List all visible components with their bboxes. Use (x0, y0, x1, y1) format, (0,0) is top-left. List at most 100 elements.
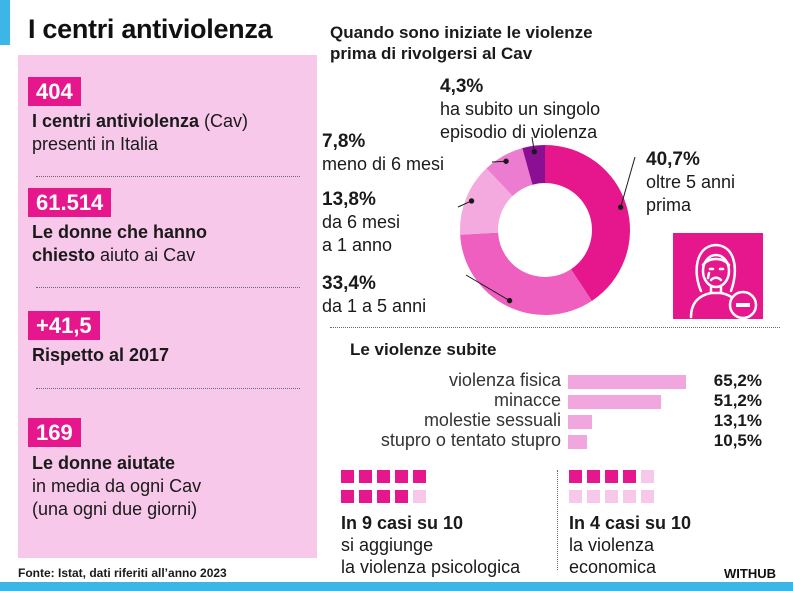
donut-pct-1to5: 33,4% (322, 273, 376, 294)
leader-dot-4 (531, 149, 538, 155)
case-square (587, 490, 600, 503)
case-square (359, 470, 372, 483)
donut-chart (457, 136, 636, 315)
case-square (623, 470, 636, 483)
stat-4-value: 169 (28, 418, 81, 447)
case-square (605, 490, 618, 503)
stat-4-text: Le donne aiutate in media da ogni Cav (u… (32, 452, 201, 521)
donut-chart-title: Quando sono iniziate le violenze prima d… (330, 22, 593, 64)
leader-line-0 (620, 156, 636, 208)
donut-label-under6-text: meno di 6 mesi (322, 154, 445, 174)
case-square (341, 470, 354, 483)
bar-chart-title: Le violenze subite (350, 340, 497, 359)
page-title: I centri antiviolenza (28, 14, 273, 44)
donut-label-over5-line1: oltre 5 anni (646, 172, 736, 192)
accent-bar-bottom (0, 582, 793, 591)
stat-2-value: 61.514 (28, 188, 112, 217)
stat-3: +41,5 (28, 311, 100, 340)
case-square (641, 470, 654, 483)
bar-value: 13,1% (713, 411, 762, 430)
donut-label-over5-line2: prima (646, 195, 692, 215)
case-psychological: In 9 casi su 10 si aggiunge la violenza … (341, 512, 520, 578)
bar (568, 375, 686, 389)
case-square (605, 470, 618, 483)
stat-1-text: I centri antiviolenza (Cav) presenti in … (32, 110, 248, 156)
bar-label: minacce (493, 390, 561, 410)
case-square (569, 470, 582, 483)
donut-label-6to12-line1: da 6 mesi (322, 212, 401, 232)
donut-slice-0 (545, 145, 630, 301)
leader-dot-1 (506, 297, 513, 304)
donut-label-6to12: 13,8% da 6 mesi a 1 anno (322, 188, 400, 257)
case-grid-economic (569, 470, 659, 506)
vertical-divider (557, 470, 558, 570)
donut-label-single-line1: ha subito un singolo (440, 99, 601, 119)
stat-2: 61.514 (28, 188, 112, 217)
bar-label: stupro o tentato stupro (380, 430, 561, 450)
case-psychological-title: In 9 casi su 10 (341, 513, 464, 533)
donut-label-single-line2: episodio di violenza (440, 122, 598, 142)
case-square (377, 470, 390, 483)
woman-icon (673, 233, 763, 319)
section-divider (330, 327, 780, 328)
case-economic-title: In 4 casi su 10 (569, 513, 692, 533)
stat-2-bold1: Le donne che hanno (32, 222, 208, 242)
brand-logo: WITHUB (724, 566, 776, 581)
bar-label: violenza fisica (448, 370, 561, 390)
accent-bar-top (0, 0, 10, 45)
stat-1-text1: (Cav) (199, 111, 249, 131)
case-economic-line2: economica (569, 557, 657, 577)
donut-title-line1: Quando sono iniziate le violenze (330, 23, 593, 42)
stat-2-text: Le donne che hanno chiesto aiuto ai Cav (32, 221, 207, 267)
stat-1-text2: presenti in Italia (32, 134, 159, 154)
donut-pct-over5: 40,7% (646, 149, 700, 170)
stat-3-value: +41,5 (28, 311, 100, 340)
stat-4-text2: (una ogni due giorni) (32, 499, 198, 519)
case-square (341, 490, 354, 503)
bar-value: 51,2% (713, 391, 762, 410)
bar (568, 415, 592, 429)
bar (568, 395, 661, 409)
stat-1-bold: I centri antiviolenza (32, 111, 200, 131)
case-psychological-line1: si aggiunge (341, 535, 434, 555)
stat-1-value: 404 (28, 77, 81, 106)
bar (568, 435, 587, 449)
case-square (359, 490, 372, 503)
donut-slice-3 (486, 148, 533, 196)
donut-title-line2: prima di rivolgersi al Cav (330, 44, 533, 63)
donut-label-6to12-line2: a 1 anno (322, 235, 393, 255)
leader-dot-0 (617, 204, 624, 210)
case-square (623, 490, 636, 503)
leader-line-1 (465, 274, 510, 302)
stat-3-bold: Rispetto al 2017 (32, 345, 170, 365)
divider (36, 287, 300, 288)
donut-label-single: 4,3% ha subito un singolo episodio di vi… (440, 75, 600, 144)
stat-1: 404 (28, 77, 81, 106)
case-square (587, 470, 600, 483)
donut-pct-single: 4,3% (440, 76, 484, 97)
donut-pct-under6: 7,8% (322, 131, 366, 152)
source-note: Fonte: Istat, dati riferiti all’anno 202… (18, 566, 227, 580)
donut-label-over5: 40,7% oltre 5 anni prima (646, 148, 735, 217)
stat-2-text2: aiuto ai Cav (95, 245, 196, 265)
stat-2-bold2: chiesto (32, 245, 96, 265)
donut-slice-4 (522, 145, 545, 185)
donut-pct-6to12: 13,8% (322, 189, 376, 210)
case-square (395, 470, 408, 483)
donut-label-under6: 7,8% meno di 6 mesi (322, 130, 444, 176)
case-psychological-line2: la violenza psicologica (341, 557, 521, 577)
case-grid-psychological (341, 470, 431, 506)
donut-label-1to5: 33,4% da 1 a 5 anni (322, 272, 426, 318)
divider (36, 176, 300, 177)
stat-4-bold: Le donne aiutate (32, 453, 176, 473)
donut-label-1to5-text: da 1 a 5 anni (322, 296, 427, 316)
case-square (569, 490, 582, 503)
bar-label: molestie sessuali (423, 410, 561, 430)
stat-4-text1: in media da ogni Cav (32, 476, 202, 496)
case-square (377, 490, 390, 503)
donut-slice-1 (460, 232, 592, 315)
divider (36, 388, 300, 389)
donut-slice-2 (460, 168, 513, 235)
bar-value: 65,2% (713, 371, 762, 390)
bar-value: 10,5% (713, 431, 762, 450)
